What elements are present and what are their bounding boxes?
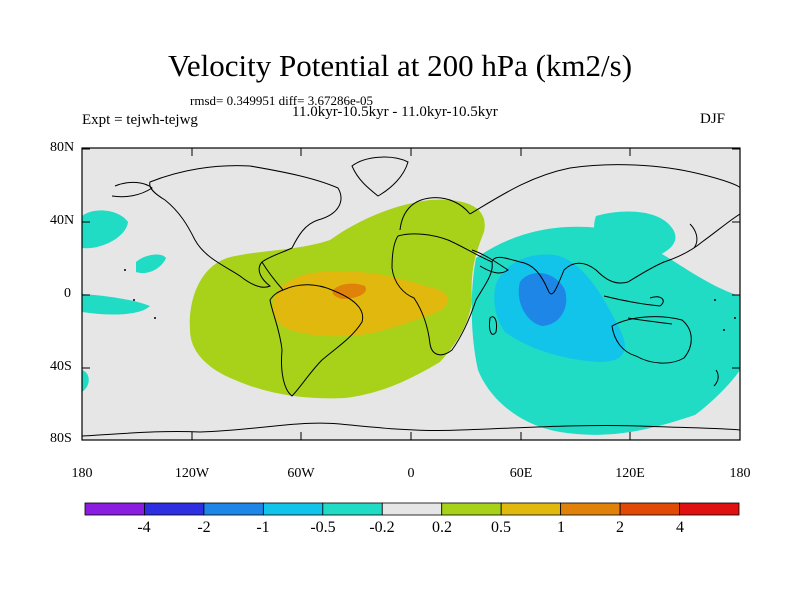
lon-label-120w: 120W [174,466,210,481]
colorbar-label: 2 [616,519,624,536]
contour-region-west-b [82,294,150,315]
season-label: DJF [700,111,726,127]
colorbar-swatch [441,502,502,516]
lat-label-80n: 80N [50,140,75,155]
colorbar-swatch [560,502,621,516]
island-dots [124,269,736,331]
colorbar-swatch [144,502,205,516]
lat-label-80s: 80S [50,431,72,446]
colorbar-label: 4 [676,519,684,536]
colorbar-label: 0.5 [491,519,511,536]
colorbar-swatch [84,502,145,516]
lat-label-40n: 40N [50,213,75,228]
lat-ticks [82,148,740,441]
coastlines [82,156,740,437]
colorbar-swatch [203,502,264,516]
colorbar-swatch [322,502,383,516]
contour-region-positive-1 [332,283,366,299]
colorbar-swatch [262,502,324,516]
colorbar-label: -0.5 [310,519,336,536]
map-title: Velocity Potential at 200 hPa (km2/s) [167,48,633,83]
experiment-label: Expt = tejwh-tejwg [82,112,198,128]
lon-label-60e: 60E [509,466,533,481]
stats-label: rmsd= 0.349951 diff= 3.67286e-05 [190,93,374,108]
colorbar-label: 0.2 [432,519,452,536]
colorbar-swatch [500,502,562,516]
colorbar-label: -4 [137,519,151,536]
colorbar-label: 1 [557,519,565,536]
colorbar-label: -1 [256,519,270,536]
contour-region-west-a [82,210,128,249]
lon-label-60w: 60W [287,466,315,481]
colorbar-label: -2 [197,519,211,536]
colorbar [84,502,740,516]
lon-label-180w: 180 [71,466,93,481]
lat-label-40s: 40S [50,359,72,374]
colorbar-swatch [679,502,740,516]
lon-label-0: 0 [407,466,415,481]
contour-region-west-c [136,254,166,274]
period-label: 11.0kyr-10.5kyr - 11.0kyr-10.5kyr [292,104,498,120]
lon-label-180e: 180 [729,466,751,481]
map-area [82,148,740,440]
contour-region-west-d [82,370,89,392]
colorbar-swatch [619,502,680,516]
contour-region-negative-1 [518,272,567,326]
colorbar-label: -0.2 [369,519,395,536]
lon-ticks [81,148,741,440]
lon-label-120e: 120E [615,466,645,481]
lat-label-0: 0 [64,286,71,301]
colorbar-swatch [381,502,443,516]
contour-region-positive-0.5 [272,271,448,337]
contour-region-negative-north [594,211,676,262]
